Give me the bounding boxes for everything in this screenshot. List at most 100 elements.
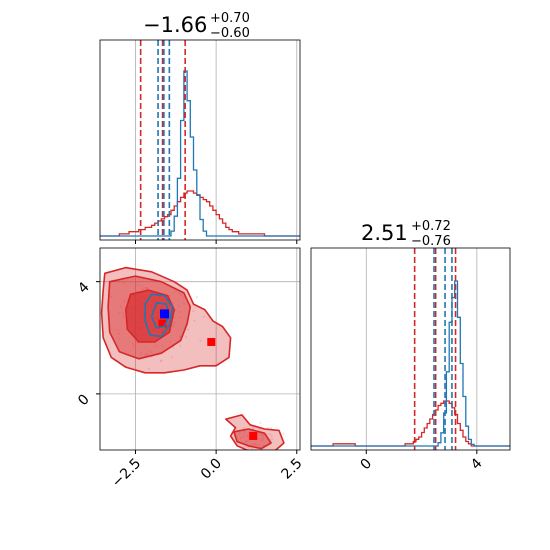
title-param-1-plus: +0.72: [411, 219, 451, 234]
scatter-point: [247, 434, 250, 437]
scatter-point: [243, 430, 246, 433]
scatter-point: [252, 443, 255, 446]
scatter-point: [144, 353, 147, 356]
scatter-point: [174, 309, 177, 312]
scatter-point: [171, 324, 174, 327]
scatter-point: [258, 432, 261, 435]
scatter-point: [178, 335, 181, 338]
scatter-point: [254, 451, 256, 453]
scatter-point: [171, 355, 174, 358]
scatter-point: [110, 295, 113, 298]
tick-label-x-param1-1: 4: [468, 455, 486, 473]
scatter-point: [136, 283, 139, 286]
scatter-point: [179, 316, 182, 319]
scatter-point: [147, 367, 150, 370]
scatter-point: [183, 296, 186, 299]
scatter-point: [259, 421, 262, 424]
scatter-point: [132, 342, 135, 345]
scatter-point: [173, 321, 176, 324]
scatter-point: [269, 437, 272, 440]
scatter-point: [239, 436, 242, 439]
scatter-point: [173, 316, 176, 319]
scatter-point: [140, 352, 143, 355]
scatter-point: [178, 292, 181, 295]
scatter-point: [252, 427, 255, 430]
scatter-point: [161, 344, 164, 347]
scatter-point: [282, 432, 285, 435]
histogram-1-series-0: [311, 400, 510, 447]
tick-label-x-param0-2: 2.5: [279, 456, 306, 483]
contour-set-0: [100, 266, 285, 450]
histogram-1: [311, 248, 510, 450]
scatter-point: [195, 296, 198, 299]
scatter-point: [266, 433, 269, 436]
scatter-point: [185, 336, 188, 339]
title-param-0-plus: +0.70: [210, 11, 250, 26]
scatter-point: [193, 319, 196, 322]
scatter-point: [159, 359, 162, 362]
scatter-point: [172, 346, 175, 349]
tick-label-x-param0-0: −2.5: [109, 456, 144, 491]
scatter-point: [146, 287, 149, 290]
scatter-point: [141, 288, 144, 291]
contour-set-1: [144, 293, 174, 338]
scatter-point: [121, 312, 124, 315]
title-param-0-value: −1.66: [143, 13, 207, 37]
contour-1-level-1-poly-0: [150, 301, 171, 329]
scatter-point: [179, 294, 182, 297]
panel-frame-h0: [99, 39, 301, 241]
panel-frame-h1: [310, 247, 511, 451]
point-estimate-marker-0-1: [207, 337, 216, 346]
scatter-point: [270, 435, 273, 438]
scatter-point: [150, 350, 153, 353]
scatter-point: [271, 438, 274, 441]
scatter-point: [155, 345, 158, 348]
scatter-point: [135, 341, 138, 344]
scatter-point: [173, 290, 176, 293]
scatter-point: [182, 302, 185, 305]
scatter-point: [258, 438, 261, 441]
title-param-0-minus: −0.60: [210, 26, 250, 41]
scatter-point: [202, 315, 205, 318]
scatter-point: [253, 443, 256, 446]
scatter-point: [122, 282, 125, 285]
scatter-point: [263, 455, 265, 457]
scatter-point: [140, 285, 143, 288]
scatter-point: [178, 310, 181, 313]
scatter-point: [260, 454, 262, 456]
scatter-point: [192, 310, 195, 313]
tick-label-y-param1-1: 4: [75, 279, 93, 297]
tick-label-x-param1-0: 0: [357, 456, 375, 474]
scatter-point: [261, 437, 264, 440]
contour-1-level-0-poly-0: [144, 293, 174, 338]
histogram-0: [100, 40, 300, 240]
scatter-point: [118, 311, 121, 314]
scatter-point: [122, 315, 125, 318]
histogram-0-series-1: [100, 70, 300, 237]
scatter-point: [199, 339, 202, 342]
scatter-point: [260, 439, 263, 442]
point-estimate-marker-1-0: [160, 309, 170, 319]
scatter-point: [238, 432, 241, 435]
scatter-point: [259, 444, 262, 447]
scatter-point: [144, 286, 147, 289]
scatter-point: [242, 445, 245, 448]
histogram-1-series-1: [311, 280, 510, 447]
scatter-point: [178, 344, 181, 347]
scatter-point: [117, 332, 120, 335]
scatter-point: [178, 305, 181, 308]
scatter-point: [123, 299, 126, 302]
scatter-point: [186, 328, 189, 331]
scatter-point: [119, 305, 122, 308]
scatter-point: [247, 446, 250, 449]
scatter-point: [242, 426, 245, 429]
title-param-1-value: 2.51: [361, 221, 408, 245]
scatter-point: [118, 337, 121, 340]
scatter-point: [256, 444, 259, 447]
scatter-point: [245, 440, 248, 443]
scatter-point: [242, 435, 245, 438]
scatter-point: [268, 433, 271, 436]
scatter-point: [172, 301, 175, 304]
point-estimate-marker-0-2: [249, 431, 258, 440]
